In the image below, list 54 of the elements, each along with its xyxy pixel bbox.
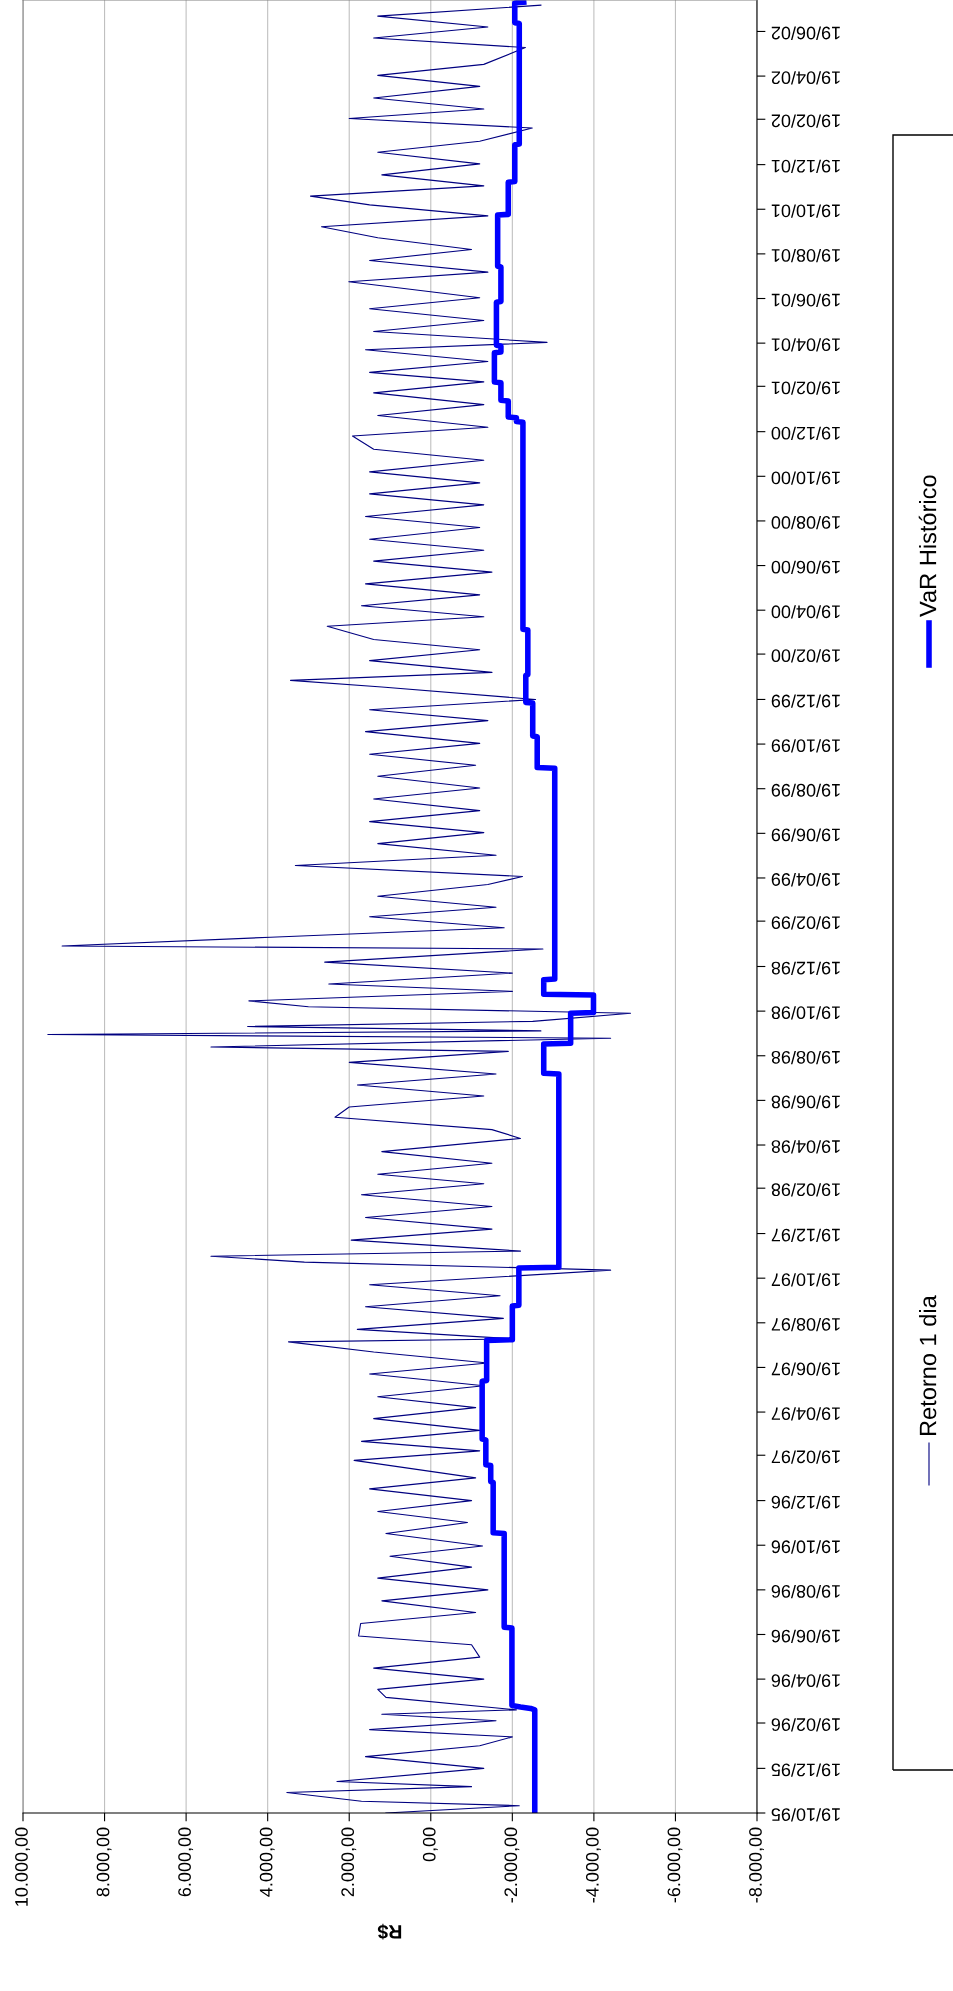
text: VaR Histórico bbox=[918, 475, 937, 617]
text: Retorno 1 dia bbox=[918, 1295, 937, 1436]
y-tick-label: 19/10/95 bbox=[771, 1808, 840, 1822]
y-tick-label: 19/12/01 bbox=[771, 159, 840, 174]
y-tick-label: 19/04/02 bbox=[771, 71, 840, 85]
y-tick-label: 19/12/99 bbox=[771, 694, 840, 708]
y-tick-label: 19/06/01 bbox=[771, 293, 840, 307]
x-axis-title: R$ bbox=[377, 1923, 402, 1940]
y-tick-label: 19/12/98 bbox=[771, 961, 840, 975]
y-tick-label: 19/10/99 bbox=[771, 739, 840, 753]
x-tick-label: -6.000,00 bbox=[667, 1827, 683, 1903]
x-tick-label: -4.000,00 bbox=[585, 1827, 601, 1903]
y-tick-label: 19/04/96 bbox=[771, 1674, 840, 1688]
x-tick-label: -8.000,00 bbox=[749, 1827, 764, 1903]
y-tick-label: 19/12/00 bbox=[771, 426, 840, 441]
y-tick-label: 19/12/95 bbox=[771, 1763, 840, 1777]
y-tick-label: 19/06/00 bbox=[771, 560, 840, 574]
x-tick-label: -2.000,00 bbox=[504, 1827, 520, 1903]
y-tick-label: 19/02/98 bbox=[771, 1183, 840, 1197]
x-tick-label: 8.000,00 bbox=[96, 1827, 112, 1897]
y-tick-label: 19/02/00 bbox=[771, 649, 840, 663]
y-tick-label: 19/04/97 bbox=[771, 1407, 840, 1421]
y-tick-label: 19/08/98 bbox=[771, 1050, 840, 1065]
y-tick-label: 19/08/96 bbox=[771, 1585, 840, 1599]
y-tick-label: 19/06/98 bbox=[771, 1095, 840, 1109]
y-tick-label: 19/10/98 bbox=[771, 1006, 840, 1020]
y-tick-label: 19/06/02 bbox=[771, 26, 840, 40]
y-tick-label: 19/02/01 bbox=[771, 381, 840, 395]
y-tick-label: 19/04/98 bbox=[771, 1140, 840, 1154]
x-tick-label: 4.000,00 bbox=[259, 1827, 275, 1897]
x-tick-label: 10.000,00 bbox=[15, 1827, 30, 1906]
y-tick-label: 19/08/99 bbox=[771, 783, 840, 798]
y-tick-label: 19/04/99 bbox=[771, 873, 840, 887]
y-tick-label: 19/02/02 bbox=[771, 114, 840, 128]
y-tick-label: 19/06/97 bbox=[771, 1362, 840, 1376]
y-tick-label: 19/06/96 bbox=[771, 1629, 840, 1643]
y-tick-label: 19/10/00 bbox=[771, 471, 840, 485]
y-tick-label: 19/08/00 bbox=[771, 516, 840, 530]
y-tick-label: 19/12/96 bbox=[771, 1495, 840, 1510]
x-tick-label: 0,00 bbox=[422, 1827, 438, 1862]
y-tick-label: 19/04/00 bbox=[771, 605, 840, 619]
y-tick-label: 19/02/96 bbox=[771, 1718, 840, 1732]
y-tick-label: 19/04/01 bbox=[771, 338, 840, 352]
y-tick-label: 19/08/01 bbox=[771, 249, 840, 263]
y-tick-label: 19/10/01 bbox=[771, 204, 840, 218]
x-tick-label: 6.000,00 bbox=[178, 1827, 194, 1897]
y-tick-label: 19/10/96 bbox=[771, 1540, 840, 1554]
y-tick-label: 19/12/97 bbox=[771, 1228, 840, 1242]
y-tick-label: 19/02/97 bbox=[771, 1450, 840, 1464]
y-tick-label: 19/02/99 bbox=[771, 916, 840, 930]
x-tick-label: 2.000,00 bbox=[341, 1827, 357, 1897]
y-tick-label: 19/10/97 bbox=[771, 1273, 840, 1287]
y-tick-label: 19/06/99 bbox=[771, 828, 840, 842]
y-tick-label: 19/08/97 bbox=[771, 1317, 840, 1332]
